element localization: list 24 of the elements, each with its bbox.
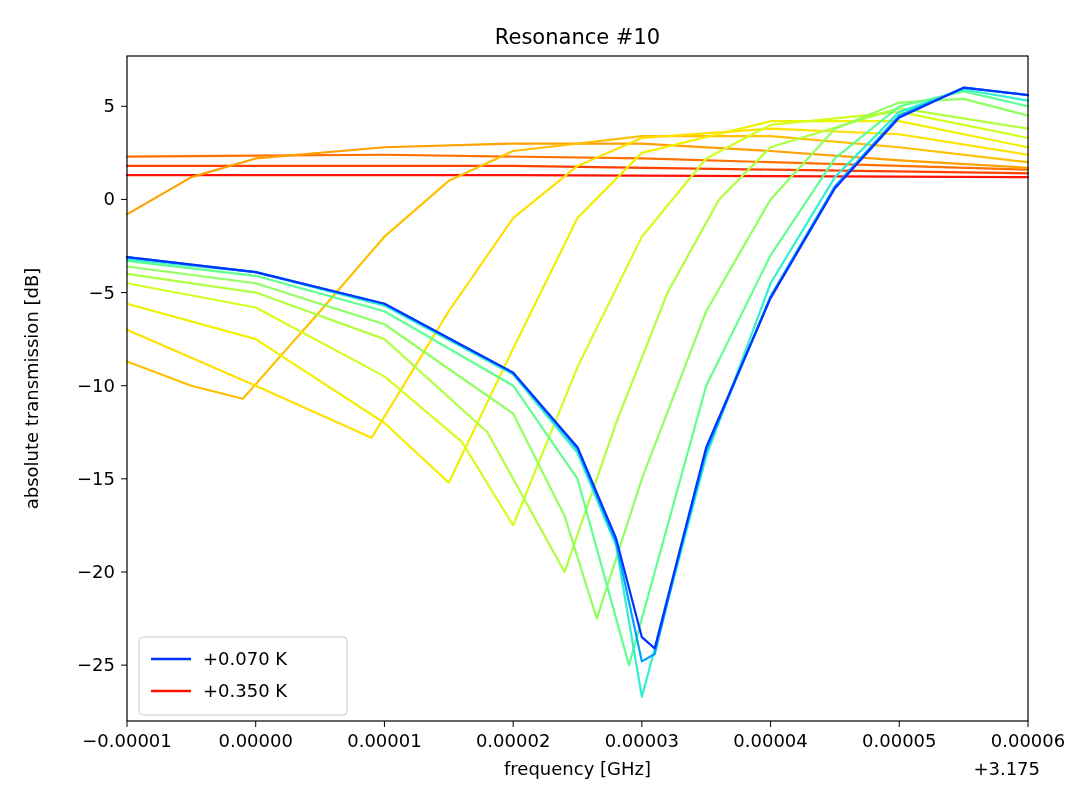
y-tick-label: −25 <box>77 654 115 676</box>
x-tick-label: 0.00000 <box>218 730 293 751</box>
x-tick-label: 0.00004 <box>733 730 808 751</box>
y-tick-label: −10 <box>77 374 115 396</box>
line-series <box>125 142 1030 216</box>
x-tick-label: 0.00006 <box>990 730 1066 751</box>
y-tick-label: 0 <box>103 188 115 210</box>
y-tick-label: −20 <box>77 560 115 582</box>
chart-title: Resonance #10 <box>494 25 661 49</box>
x-tick-label: 0.00005 <box>862 730 937 751</box>
x-tick-label: 0.00003 <box>604 730 680 751</box>
y-tick-label: −15 <box>77 467 115 489</box>
x-tick-label: 0.00001 <box>347 730 422 751</box>
text: +3.175 <box>973 758 1040 779</box>
line-series <box>125 153 1030 171</box>
y-axis-title: absolute transmission [dB] <box>21 267 42 510</box>
x-tick-label: 0.00002 <box>475 730 551 751</box>
legend-label: +0.070 K <box>203 648 289 669</box>
y-tick-label: −5 <box>88 281 115 303</box>
y-tick-label: 5 <box>103 95 115 117</box>
legend-label: +0.350 K <box>203 680 289 701</box>
x-axis-title: frequency [GHz] <box>504 758 651 779</box>
line-series <box>125 135 1030 400</box>
x-tick-label: −0.00001 <box>82 730 172 751</box>
